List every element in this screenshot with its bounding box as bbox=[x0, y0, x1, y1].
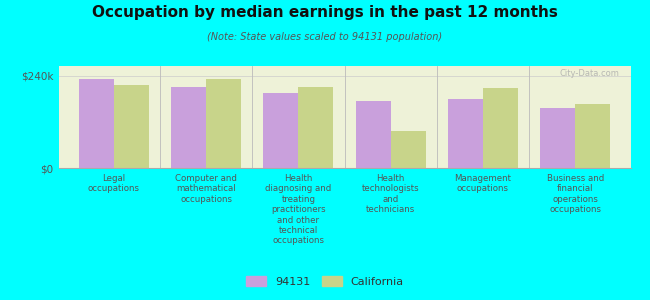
Bar bbox=[206, 79, 241, 168]
Bar bbox=[114, 85, 149, 168]
Legend: 94131, California: 94131, California bbox=[242, 272, 408, 291]
Bar bbox=[356, 100, 391, 168]
Bar bbox=[575, 104, 610, 168]
Text: Business and
financial
operations
occupations: Business and financial operations occupa… bbox=[547, 174, 604, 214]
Bar bbox=[540, 108, 575, 168]
Text: Legal
occupations: Legal occupations bbox=[88, 174, 140, 194]
Text: Computer and
mathematical
occupations: Computer and mathematical occupations bbox=[176, 174, 237, 204]
Bar bbox=[391, 131, 426, 168]
Text: Health
diagnosing and
treating
practitioners
and other
technical
occupations: Health diagnosing and treating practitio… bbox=[265, 174, 332, 245]
Bar bbox=[298, 87, 333, 168]
Bar bbox=[483, 88, 518, 168]
Text: Health
technologists
and
technicians: Health technologists and technicians bbox=[362, 174, 419, 214]
Text: City-Data.com: City-Data.com bbox=[559, 69, 619, 78]
Text: (Note: State values scaled to 94131 population): (Note: State values scaled to 94131 popu… bbox=[207, 32, 443, 41]
Bar bbox=[448, 100, 483, 168]
Text: Management
occupations: Management occupations bbox=[454, 174, 512, 194]
Bar bbox=[171, 87, 206, 168]
Bar bbox=[263, 93, 298, 168]
Bar bbox=[79, 80, 114, 168]
Text: Occupation by median earnings in the past 12 months: Occupation by median earnings in the pas… bbox=[92, 4, 558, 20]
